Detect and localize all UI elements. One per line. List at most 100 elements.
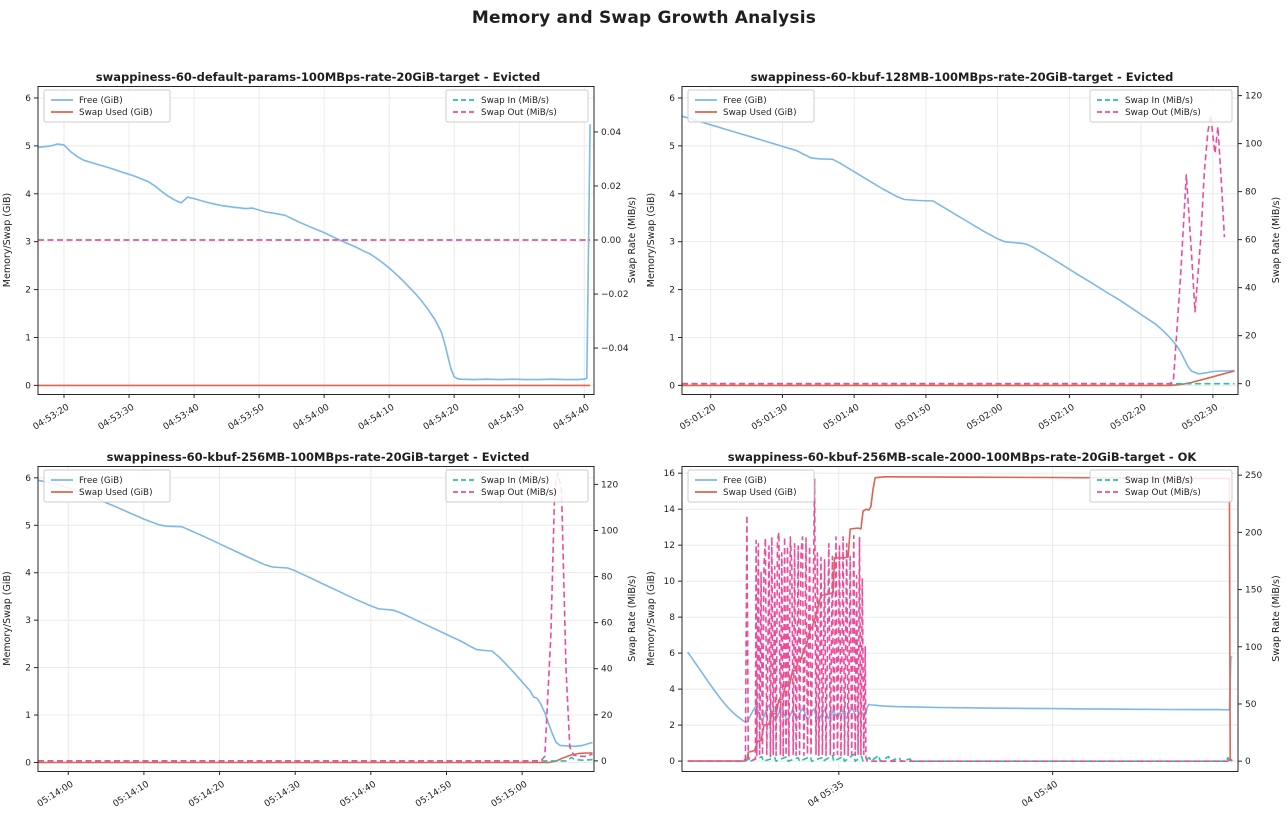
x-tick-label: 05:14:00 xyxy=(36,779,76,809)
left-axis-label: Memory/Swap (GiB) xyxy=(646,571,657,665)
legend-label: Free (GiB) xyxy=(723,476,767,486)
x-tick-label: 04 05:35 xyxy=(807,780,846,810)
legend-left: Free (GiB) Swap Used (GiB) xyxy=(43,469,171,503)
series-swap_in-line xyxy=(687,753,1233,763)
axes: 0 2 4 6 8 10 12 14 16 0 50 100 150 200 250 04 05:35 04 0… xyxy=(646,466,1282,810)
left-tick-label: 4 xyxy=(25,190,31,200)
left-tick-label: 0 xyxy=(25,381,31,391)
x-tick-label: 05:15:00 xyxy=(490,779,530,809)
series xyxy=(37,124,591,387)
chart-panel-2: swappiness-60-kbuf-256MB-100MBps-rate-20… xyxy=(0,446,644,824)
left-tick-label: 16 xyxy=(664,469,676,479)
legend-label: Swap Used (GiB) xyxy=(723,108,797,118)
x-tick-label: 04:53:40 xyxy=(162,402,202,432)
right-tick-label: 40 xyxy=(601,665,613,675)
left-tick-label: 5 xyxy=(25,521,31,531)
x-tick-label: 04:54:40 xyxy=(552,402,592,432)
left-axis-label: Memory/Swap (GiB) xyxy=(646,193,657,287)
series-free-line xyxy=(37,479,593,748)
chart-panel-3: swappiness-60-kbuf-256MB-scale-2000-100M… xyxy=(644,446,1288,824)
right-tick-label: 0.02 xyxy=(601,182,621,192)
left-tick-label: 0 xyxy=(669,381,675,391)
right-tick-label: 100 xyxy=(1245,643,1262,653)
series-swap_used-line xyxy=(682,370,1235,387)
x-tick-label: 05:02:30 xyxy=(1180,402,1220,432)
right-tick-label: 150 xyxy=(1245,586,1262,596)
x-tick-label: 04:54:20 xyxy=(422,402,462,432)
right-tick-label: −0.02 xyxy=(601,290,629,300)
legend-label: Swap Used (GiB) xyxy=(723,488,797,498)
series xyxy=(681,113,1235,387)
left-tick-label: 6 xyxy=(25,474,31,484)
series-swap_out-line xyxy=(687,477,1233,763)
legend-label: Free (GiB) xyxy=(79,476,123,486)
x-tick-label: 05:01:50 xyxy=(894,402,934,432)
chart-title-2: swappiness-60-kbuf-256MB-100MBps-rate-20… xyxy=(106,450,530,464)
left-axis-label: Memory/Swap (GiB) xyxy=(2,193,13,287)
right-axis-label: Swap Rate (MiB/s) xyxy=(627,575,638,661)
x-tick-label: 05:01:40 xyxy=(822,402,862,432)
left-tick-label: 5 xyxy=(669,142,675,152)
series-swap_out-line xyxy=(38,472,593,762)
series-swap_in-line xyxy=(38,756,593,762)
right-tick-label: 60 xyxy=(601,619,613,629)
legend-label: Swap In (MiB/s) xyxy=(1125,96,1193,106)
left-tick-label: 3 xyxy=(25,238,31,248)
x-tick-label: 04:53:20 xyxy=(32,402,72,432)
right-tick-label: 0 xyxy=(1245,380,1251,390)
right-tick-label: 120 xyxy=(601,480,618,490)
left-tick-label: 1 xyxy=(25,711,31,721)
right-tick-label: 50 xyxy=(1245,700,1257,710)
right-tick-label: 200 xyxy=(1245,528,1262,538)
left-tick-label: 10 xyxy=(664,577,676,587)
left-tick-label: 2 xyxy=(25,664,31,674)
right-tick-label: 0.04 xyxy=(601,128,621,138)
series-free-line xyxy=(37,124,591,381)
left-tick-label: 3 xyxy=(25,616,31,626)
left-tick-label: 5 xyxy=(25,142,31,152)
legend-right: Swap In (MiB/s) Swap Out (MiB/s) xyxy=(1089,469,1233,503)
legend-label: Free (GiB) xyxy=(723,96,767,106)
right-tick-label: 0 xyxy=(1245,757,1251,767)
x-tick-label: 05:02:00 xyxy=(965,402,1005,432)
x-tick-label: 05:14:30 xyxy=(263,779,303,809)
main-title: Memory and Swap Growth Analysis xyxy=(471,8,817,28)
legend-label: Swap Out (MiB/s) xyxy=(481,488,557,498)
legend-left: Free (GiB) Swap Used (GiB) xyxy=(43,89,171,123)
left-tick-label: 2 xyxy=(25,286,31,296)
legend-label: Swap Out (MiB/s) xyxy=(481,108,557,118)
x-tick-label: 04:54:10 xyxy=(357,402,397,432)
left-tick-label: 2 xyxy=(669,286,675,296)
left-axis-label: Memory/Swap (GiB) xyxy=(2,571,13,665)
chart-plot-3: 0 2 4 6 8 10 12 14 16 0 50 100 150 200 250 04 05:35 04 0… xyxy=(646,466,1282,810)
grid xyxy=(682,86,1238,394)
legend-label: Swap In (MiB/s) xyxy=(1125,476,1193,486)
x-tick-label: 04:53:30 xyxy=(97,402,137,432)
right-tick-label: 80 xyxy=(601,573,613,583)
series xyxy=(687,476,1233,763)
chart-plot-0: 0 1 2 3 4 5 6 −0.04 −0.02 0.00 0.02 0.04 04:53:20 04:… xyxy=(2,86,638,433)
x-tick-label: 05:14:40 xyxy=(338,779,378,809)
left-tick-label: 6 xyxy=(25,94,31,104)
x-tick-label: 05:01:20 xyxy=(678,402,718,432)
x-tick-label: 05:14:20 xyxy=(187,779,227,809)
legend-label: Swap Used (GiB) xyxy=(79,488,153,498)
right-tick-label: 20 xyxy=(1245,332,1257,342)
left-tick-label: 4 xyxy=(669,190,675,200)
chart-title-3: swappiness-60-kbuf-256MB-scale-2000-100M… xyxy=(727,450,1197,464)
right-axis-label: Swap Rate (MiB/s) xyxy=(1271,575,1282,661)
right-tick-label: 100 xyxy=(601,527,618,537)
left-tick-label: 4 xyxy=(25,569,31,579)
left-tick-label: 2 xyxy=(669,721,675,731)
series-swap_out-line xyxy=(682,113,1226,385)
right-tick-label: 120 xyxy=(1245,92,1262,102)
x-tick-label: 04 05:40 xyxy=(1020,779,1060,809)
right-tick-label: 0.00 xyxy=(601,236,621,246)
chart-panel-0: swappiness-60-default-params-100MBps-rat… xyxy=(0,56,644,446)
left-tick-label: 0 xyxy=(25,758,31,768)
right-tick-label: 40 xyxy=(1245,284,1257,294)
right-axis-label: Swap Rate (MiB/s) xyxy=(1271,197,1282,283)
